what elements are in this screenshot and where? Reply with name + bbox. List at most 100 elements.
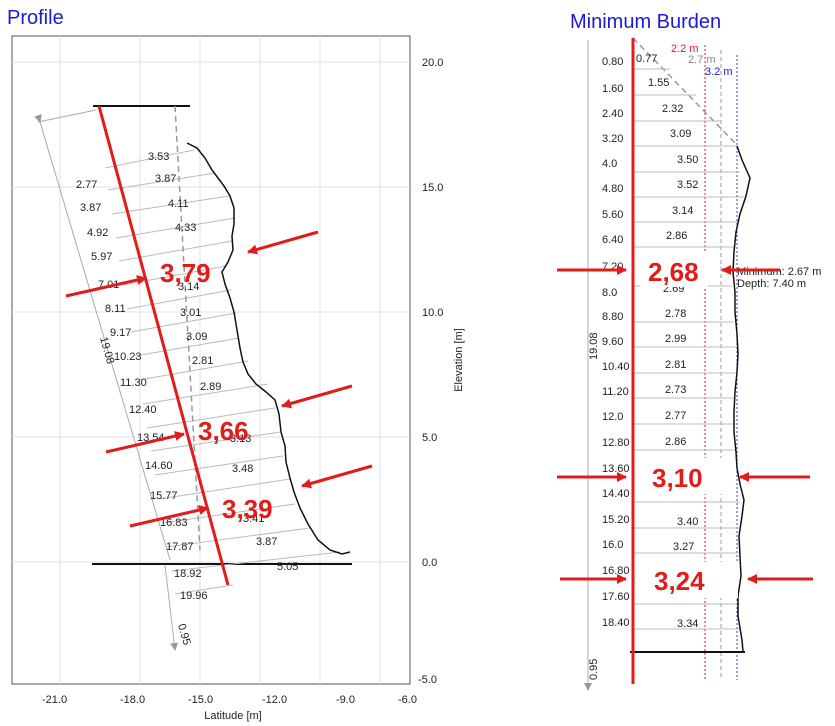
mb-depth: 8.0: [602, 287, 617, 299]
burden-values: 3.53 3.87 4.11 4.33 3.14 3.01 3.09 2.81 …: [148, 151, 298, 573]
mb-value: 2.32: [662, 103, 683, 115]
mb-depth: 8.80: [602, 311, 623, 323]
mb-depth: 5.60: [602, 209, 623, 221]
depth-label: 4.92: [87, 227, 108, 239]
depth-label: 16.83: [160, 517, 188, 529]
mb-value: 3.52: [677, 179, 698, 191]
callout-value: 3,79: [160, 258, 211, 288]
mb-callouts: 2,68 3,10 3,24: [557, 253, 813, 598]
callout-value: 3,24: [654, 566, 705, 596]
mb-depth-labels: 0.80 1.60 2.40 3.20 4.0 4.80 5.60 6.40 7…: [602, 56, 630, 629]
burden-value: 3.87: [256, 536, 277, 548]
y-tick: 0.0: [422, 557, 437, 569]
mb-value: 3.27: [673, 541, 694, 553]
burden-value: 3.09: [186, 331, 207, 343]
mb-depth: 18.40: [602, 617, 630, 629]
profile-y-axis: 20.0 15.0 10.0 5.0 0.0 -5.0 Elevation [m…: [418, 57, 465, 686]
burden-value: 3.48: [232, 463, 253, 475]
mb-depth: 4.80: [602, 183, 623, 195]
mb-value: 0.77: [636, 53, 657, 65]
mb-depth: 16.80: [602, 565, 630, 577]
y-axis-label: Elevation [m]: [453, 328, 465, 392]
mb-depth: 17.60: [602, 591, 630, 603]
mb-value: 2.81: [665, 359, 686, 371]
profile-callouts: 3,79 3,66 3,39: [65, 230, 373, 528]
mb-value: 2.86: [665, 436, 686, 448]
mb-value: 2.99: [665, 333, 686, 345]
depth-label: 8.11: [105, 303, 126, 315]
depth-label: 12.40: [129, 404, 157, 416]
mb-depth: 12.80: [602, 437, 630, 449]
depth-label: 5.97: [91, 251, 112, 263]
burden-value: 3.87: [155, 173, 176, 185]
callout-value: 3,66: [198, 416, 249, 446]
x-tick: -18.0: [120, 694, 145, 706]
callout-value: 3,10: [652, 463, 703, 493]
x-tick: -15.0: [188, 694, 213, 706]
x-tick: -9.0: [336, 694, 355, 706]
mb-value: 2.78: [665, 308, 686, 320]
depth-label: 14.60: [145, 460, 173, 472]
mb-slices: [633, 68, 744, 630]
mb-values: 0.77 1.55 2.32 3.09 3.50 3.52 3.14 2.86 …: [636, 53, 698, 630]
mb-depth: 3.20: [602, 133, 623, 145]
burden-value: 3.01: [180, 307, 201, 319]
mb-depth: 2.40: [602, 108, 623, 120]
y-tick: 10.0: [422, 307, 443, 319]
mb-depth: 9.60: [602, 336, 623, 348]
burden-value: 2.81: [192, 355, 213, 367]
ref-label: 2.2 m: [671, 43, 699, 55]
burden-value: 3.13: [230, 433, 251, 445]
mb-depth: 6.40: [602, 234, 623, 246]
profile-plot-frame: [11, 35, 411, 685]
y-tick: 15.0: [422, 182, 443, 194]
mb-value: 3.50: [677, 154, 698, 166]
mb-depth: 0.80: [602, 56, 623, 68]
y-tick: 20.0: [422, 57, 443, 69]
burden-value: 4.11: [168, 198, 189, 210]
mb-depth: 12.0: [602, 411, 623, 423]
mb-depth: 14.40: [602, 488, 630, 500]
burden-value: 3.53: [148, 151, 169, 163]
mb-depth: 15.20: [602, 514, 630, 526]
mb-depth: 11.20: [602, 386, 629, 398]
mb-depth: 4.0: [602, 158, 617, 170]
y-tick: 5.0: [422, 432, 437, 444]
burden-value: 3.41: [243, 513, 264, 525]
burden-value: 3.14: [178, 281, 199, 293]
mb-value: 1.55: [648, 77, 669, 89]
depth-label: 10.23: [114, 351, 142, 363]
depth-label: 19.96: [180, 590, 208, 602]
minimum-depth-label: Depth: 7.40 m: [737, 278, 806, 290]
x-tick: -21.0: [42, 694, 67, 706]
mb-total-length: 19.08: [588, 332, 600, 360]
mb-depth: 13.60: [602, 463, 630, 475]
profile-title: Profile: [7, 7, 64, 29]
mb-value: 3.09: [670, 128, 691, 140]
mb-face-profile: [732, 145, 751, 653]
mb-depth: 16.0: [602, 539, 623, 551]
mb-depth: 1.60: [602, 83, 623, 95]
subdrill-label: 0.95: [175, 623, 192, 647]
mb-value: 2.86: [666, 230, 687, 242]
design-diagonal: [632, 37, 738, 146]
mb-subdrill: 0.95: [588, 659, 600, 680]
depth-label: 17.87: [166, 541, 194, 553]
mb-depth: 10.40: [602, 361, 630, 373]
y-tick: -5.0: [418, 674, 437, 686]
depth-label: 3.87: [80, 202, 101, 214]
total-length-dimension: [34, 114, 171, 561]
dim-extension: [37, 109, 97, 123]
minimum-burden-title: Minimum Burden: [570, 11, 722, 33]
burden-value: 2.89: [200, 381, 221, 393]
x-tick: -6.0: [398, 694, 417, 706]
mb-value: 3.34: [677, 618, 698, 630]
mb-value: 2.77: [665, 410, 686, 422]
profile-x-axis: -21.0 -18.0 -15.0 -12.0 -9.0 -6.0 Latitu…: [42, 694, 417, 722]
mb-value: 2.73: [665, 384, 686, 396]
depth-label: 15.77: [150, 490, 178, 502]
profile-grid: [12, 36, 410, 684]
minimum-label: Minimum: 2.67 m: [737, 266, 821, 278]
burden-value: 4.33: [175, 222, 196, 234]
